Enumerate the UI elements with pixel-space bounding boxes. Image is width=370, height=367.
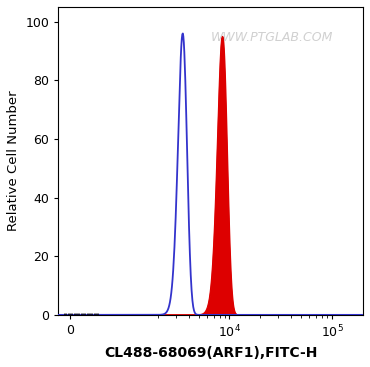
X-axis label: CL488-68069(ARF1),FITC-H: CL488-68069(ARF1),FITC-H xyxy=(104,346,317,360)
Text: WWW.PTGLAB.COM: WWW.PTGLAB.COM xyxy=(211,31,333,44)
Y-axis label: Relative Cell Number: Relative Cell Number xyxy=(7,91,20,231)
